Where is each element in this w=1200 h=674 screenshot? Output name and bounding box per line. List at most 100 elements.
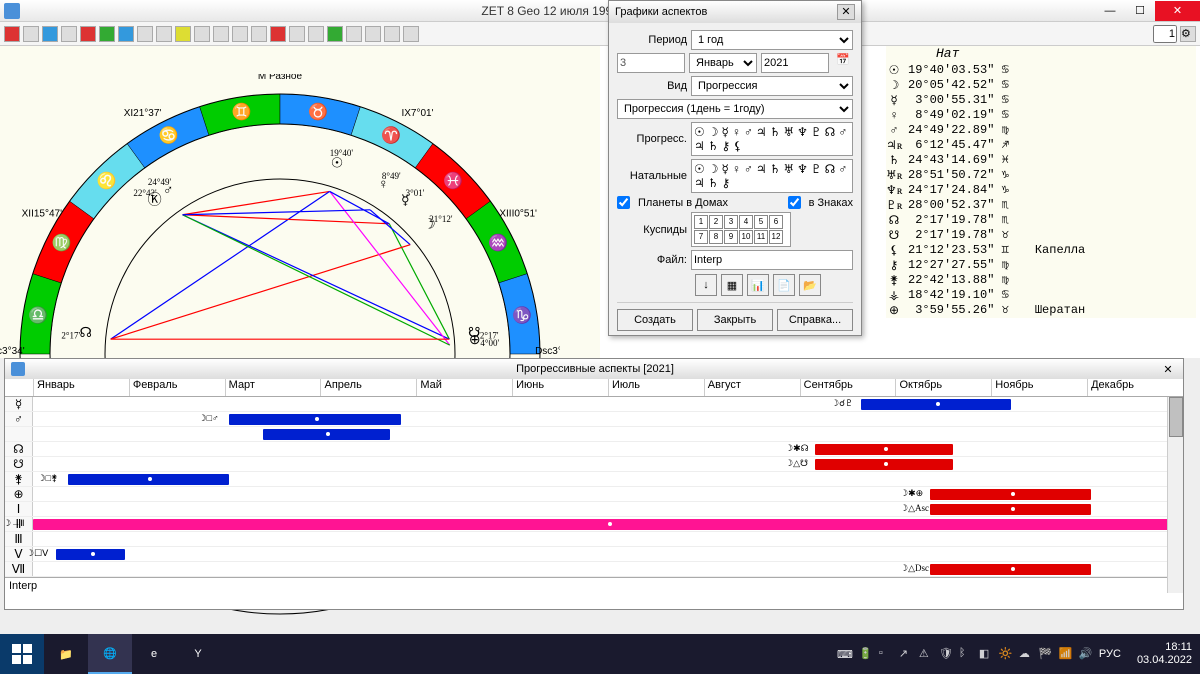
timeline-status: Interp xyxy=(5,577,1183,593)
maximize-button[interactable]: ☐ xyxy=(1125,1,1155,21)
timeline-rows: ☿☽☌♇♂☽□♂☊☽✱☊☋☽△☋⚵☽□⚵⊕☽✱⊕Ⅰ☽△AscⅡ☽→ⅡⅢⅤ☽☐ⅤⅦ… xyxy=(5,397,1183,577)
system-tray: ⌨ 🔋 ▫ ↗ ⚠ 🛡 ᛒ ◧ 🔆 ☁ 🏁 📶 🔊 РУС xyxy=(829,647,1129,661)
svg-text:♍: ♍ xyxy=(52,233,72,252)
row-symbol xyxy=(5,427,33,441)
toolbar-icon[interactable] xyxy=(156,26,172,42)
close-button[interactable]: ✕ xyxy=(1155,1,1200,21)
toolbar-icon[interactable] xyxy=(175,26,191,42)
aspect-bar[interactable]: ☽△Asc xyxy=(930,504,1091,515)
tray-icon[interactable]: ↗ xyxy=(899,647,913,661)
tray-icon[interactable]: ▫ xyxy=(879,647,893,661)
aspect-bar[interactable]: ☽✱⊕ xyxy=(930,489,1091,500)
timeline-row: ☿☽☌♇ xyxy=(5,397,1183,412)
icon-button[interactable]: 📂 xyxy=(799,274,821,296)
svg-text:♌: ♌ xyxy=(97,171,117,190)
toolbar-icon[interactable] xyxy=(61,26,77,42)
file-input[interactable] xyxy=(691,250,853,270)
dialog-close-button[interactable]: ✕ xyxy=(837,4,855,20)
taskbar-clock[interactable]: 18:11 03.04.2022 xyxy=(1129,641,1200,667)
svg-text:2°17': 2°17' xyxy=(61,331,80,341)
toolbar-icon[interactable] xyxy=(308,26,324,42)
timeline-close-button[interactable]: ✕ xyxy=(1159,363,1177,376)
tray-icon[interactable]: 🔆 xyxy=(999,647,1013,661)
icon-button[interactable]: 📊 xyxy=(747,274,769,296)
cusps-grid[interactable]: 123456 789101112 xyxy=(691,212,791,247)
timeline-scrollbar[interactable] xyxy=(1167,397,1183,593)
tray-icon[interactable]: 🏁 xyxy=(1039,647,1053,661)
natal-symbols[interactable]: ☉ ☽ ☿ ♀ ♂ ♃ ♄ ♅ ♆ ♇ ☊ ♂ ♃ ♄ ⚷ xyxy=(691,159,853,193)
svg-text:♊: ♊ xyxy=(232,102,252,121)
create-button[interactable]: Создать xyxy=(617,309,693,331)
tray-icon[interactable]: ⚠ xyxy=(919,647,933,661)
svg-text:♉: ♉ xyxy=(308,102,328,121)
toolbar-icon[interactable] xyxy=(365,26,381,42)
aspect-bar[interactable]: ☽✱☊ xyxy=(815,444,953,455)
aspect-bar[interactable] xyxy=(263,429,390,440)
toolbar-icon[interactable] xyxy=(270,26,286,42)
icon-button[interactable]: 📄 xyxy=(773,274,795,296)
toolbar-icon[interactable] xyxy=(80,26,96,42)
toolbar-icon[interactable] xyxy=(137,26,153,42)
toolbar-icon[interactable] xyxy=(42,26,58,42)
toolbar-icon[interactable] xyxy=(327,26,343,42)
planets-houses-check[interactable] xyxy=(617,196,630,209)
help-button[interactable]: Справка... xyxy=(777,309,853,331)
toolbar-icon[interactable] xyxy=(118,26,134,42)
tray-icon[interactable]: ☁ xyxy=(1019,647,1033,661)
icon-button[interactable]: ▦ xyxy=(721,274,743,296)
timeline-title: Прогрессивные аспекты [2021] xyxy=(31,363,1159,375)
aspect-bar[interactable]: ☽△☋ xyxy=(815,459,953,470)
period-select[interactable]: 1 год xyxy=(691,30,853,50)
start-button[interactable] xyxy=(0,634,44,674)
toolbar-icon[interactable] xyxy=(403,26,419,42)
method-select[interactable]: Прогрессия (1день = 1году) xyxy=(617,99,853,119)
timeline-row: Ⅲ xyxy=(5,532,1183,547)
toolbar-icon[interactable] xyxy=(213,26,229,42)
timeline-row: ♂☽□♂ xyxy=(5,412,1183,427)
timeline-row: Ⅱ☽→Ⅱ xyxy=(5,517,1183,532)
progress-symbols[interactable]: ☉ ☽ ☿ ♀ ♂ ♃ ♄ ♅ ♆ ♇ ☊ ♂ ♃ ♄ ⚷ ⚸ xyxy=(691,122,853,156)
aspect-bar[interactable]: ☽△Dsc xyxy=(930,564,1091,575)
icon-button[interactable]: ↓ xyxy=(695,274,717,296)
aspect-bar[interactable]: ☽→Ⅱ xyxy=(33,519,1183,530)
aspect-bar[interactable]: ☽□♂ xyxy=(229,414,402,425)
settings-icon[interactable]: ⚙ xyxy=(1180,26,1196,42)
tray-icon[interactable]: ᛒ xyxy=(959,647,973,661)
in-signs-check[interactable] xyxy=(788,196,801,209)
toolbar-icon[interactable] xyxy=(99,26,115,42)
tray-icon[interactable]: 🔋 xyxy=(859,647,873,661)
taskbar-item[interactable]: 🌐 xyxy=(88,634,132,674)
minimize-button[interactable]: — xyxy=(1095,1,1125,21)
vid-label: Вид xyxy=(617,80,687,92)
year-input[interactable] xyxy=(761,53,829,73)
tray-icon[interactable]: 📶 xyxy=(1059,647,1073,661)
aspect-bar[interactable]: ☽☐Ⅴ xyxy=(56,549,125,560)
toolbar-icon[interactable] xyxy=(194,26,210,42)
language-indicator[interactable]: РУС xyxy=(1099,648,1121,660)
taskbar-item[interactable]: e xyxy=(132,634,176,674)
keyboard-icon[interactable]: ⌨ xyxy=(837,648,853,661)
aspect-bar[interactable]: ☽□⚵ xyxy=(68,474,229,485)
toolbar-icon[interactable] xyxy=(384,26,400,42)
toolbar-icon[interactable] xyxy=(251,26,267,42)
close-dialog-button[interactable]: Закрыть xyxy=(697,309,773,331)
calendar-icon[interactable]: 📅 xyxy=(833,53,853,73)
vid-select[interactable]: Прогрессия xyxy=(691,76,853,96)
tray-icon[interactable]: ◧ xyxy=(979,647,993,661)
position-row: ☉19°40'03.53" ♋ xyxy=(886,63,1196,78)
tray-icon[interactable]: 🛡 xyxy=(939,647,953,661)
month-header: Январь xyxy=(33,379,129,396)
page-input[interactable] xyxy=(1153,25,1177,43)
toolbar-icon[interactable] xyxy=(289,26,305,42)
timeline-row: Ⅶ☽△Dsc xyxy=(5,562,1183,577)
aspect-bar[interactable]: ☽☌♇ xyxy=(861,399,1011,410)
toolbar-icon[interactable] xyxy=(232,26,248,42)
toolbar-icon[interactable] xyxy=(346,26,362,42)
tray-icon[interactable]: 🔊 xyxy=(1079,647,1093,661)
svg-text:XII15°47': XII15°47' xyxy=(22,209,62,220)
taskbar-item[interactable]: 📁 xyxy=(44,634,88,674)
taskbar-item[interactable]: Y xyxy=(176,634,220,674)
toolbar-icon[interactable] xyxy=(23,26,39,42)
month-select[interactable]: Январь xyxy=(689,53,757,73)
toolbar-icon[interactable] xyxy=(4,26,20,42)
